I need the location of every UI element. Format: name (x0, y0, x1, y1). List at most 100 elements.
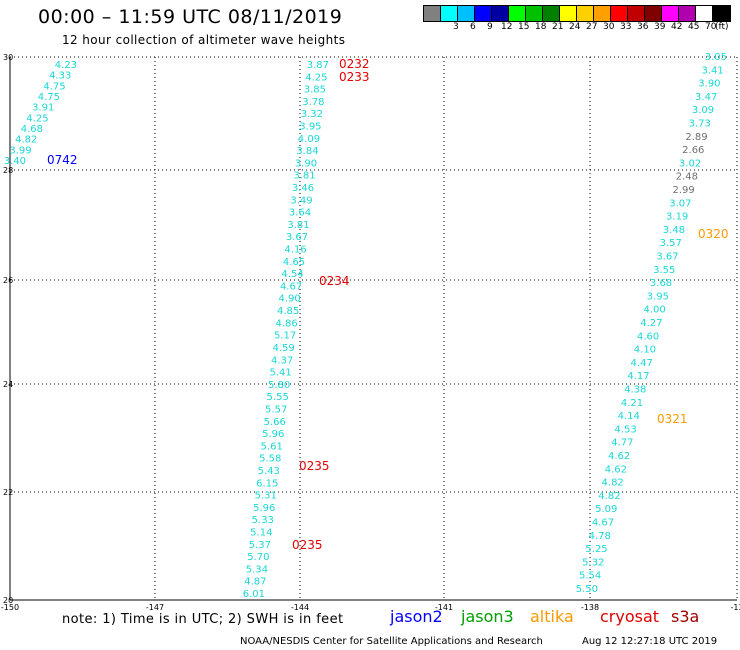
satellite-name-jason2: jason2 (390, 607, 443, 626)
wave-height-value: 4.54 (281, 269, 303, 280)
wave-height-value: 4.33 (49, 71, 71, 82)
wave-height-value: 4.62 (605, 464, 627, 475)
legend-value-label: 42 (671, 22, 683, 32)
footer-note: note: 1) Time is in UTC; 2) SWH is in fe… (62, 612, 344, 627)
pass-time-label: 0320 (698, 227, 729, 241)
wave-height-value: 3.99 (9, 145, 31, 156)
legend-unit: (ft) (715, 22, 729, 32)
legend-swatch (424, 6, 441, 21)
wave-height-value: 5.55 (267, 392, 289, 403)
legend-value-label: 21 (552, 22, 564, 32)
legend-swatch (458, 6, 475, 21)
wave-height-value: 3.67 (656, 252, 678, 263)
legend-swatch (611, 6, 628, 21)
wave-height-value: 4.17 (627, 371, 649, 382)
wave-height-value: 5.25 (585, 544, 607, 555)
page-title: 00:00 – 11:59 UTC 08/11/2019 (38, 6, 343, 28)
wave-height-value: 4.53 (614, 424, 636, 435)
axis-labels: -150 -147 -144 -141 -138 -13 20 22 24 26 28 30 (1, 53, 740, 612)
wave-height-value: 2.66 (682, 145, 704, 156)
footer-credit: NOAA/NESDIS Center for Satellite Applica… (240, 636, 543, 647)
wave-height-value: 4.23 (55, 60, 77, 71)
legend-value-label: 45 (688, 22, 700, 32)
wave-height-value: 4.68 (21, 124, 43, 135)
legend-swatch (645, 6, 662, 21)
legend-value-label: 12 (501, 22, 513, 32)
legend-swatch (475, 6, 492, 21)
wave-height-value: 6.15 (256, 478, 278, 489)
pass-time-label: 0232 (339, 57, 370, 71)
wave-height-value: 4.60 (637, 331, 659, 342)
latitude-tick-label: 30 (3, 53, 13, 62)
longitude-tick-label: -150 (1, 603, 19, 612)
wave-height-value: 4.25 (26, 113, 48, 124)
wave-height-value: 4.10 (634, 345, 656, 356)
wave-height-value: 5.96 (253, 503, 275, 514)
wave-height-value: 3.90 (295, 158, 317, 169)
legend-swatch (441, 6, 458, 21)
color-scale-labels: 3 6 9 12 15 18 21 24 27 30 33 36 39 42 45 70 (ft) (423, 22, 740, 34)
wave-height-value: 3.41 (702, 65, 724, 76)
pass-time-label: 0321 (657, 412, 688, 426)
satellite-name-cryosat: cryosat (600, 607, 660, 626)
wave-height-value: 4.82 (15, 135, 37, 146)
wave-height-value: 3.19 (666, 212, 688, 223)
longitude-tick-label: -141 (435, 603, 453, 612)
wave-height-value: 4.87 (244, 577, 266, 588)
wave-height-value: 3.85 (304, 85, 326, 96)
pass-time-label: 0235 (292, 538, 323, 552)
wave-height-value: 4.67 (280, 281, 302, 292)
legend-swatch (492, 6, 509, 21)
wave-height-value: 5.80 (268, 380, 290, 391)
altimeter-tracks: 4.234.334.754.753.914.254.684.823.993.40… (4, 52, 727, 600)
wave-height-value: 5.70 (247, 552, 269, 563)
wave-height-value: 3.91 (32, 103, 54, 114)
wave-height-value: 4.16 (284, 245, 306, 256)
legend-swatch (560, 6, 577, 21)
pass-time-label: 0742 (47, 153, 78, 167)
legend-value-label: 30 (603, 22, 615, 32)
wave-height-value: 3.73 (689, 119, 711, 130)
wave-height-value: 5.57 (265, 404, 287, 415)
wave-height-value: 3.09 (692, 105, 714, 116)
color-scale-legend (423, 5, 731, 22)
wave-height-value: 2.48 (676, 172, 698, 183)
wave-height-value: 3.48 (663, 225, 685, 236)
wave-height-value: 3.57 (660, 238, 682, 249)
wave-height-value: 4.85 (277, 306, 299, 317)
legend-swatch (662, 6, 679, 21)
wave-height-value: 3.40 (4, 156, 26, 167)
wave-height-value: 4.78 (589, 531, 611, 542)
longitude-tick-label: -138 (581, 603, 599, 612)
page-subtitle: 12 hour collection of altimeter wave hei… (62, 33, 346, 47)
legend-swatch (628, 6, 645, 21)
wave-height-value: 3.64 (289, 208, 311, 219)
wave-height-value: 4.21 (621, 398, 643, 409)
generation-timestamp: Aug 12 12:27:18 UTC 2019 (582, 636, 718, 647)
wave-height-value: 5.17 (274, 331, 296, 342)
wave-height-value: 3.95 (299, 122, 321, 133)
wave-height-value: 5.37 (249, 540, 271, 551)
legend-value-label: 39 (654, 22, 666, 32)
wave-height-value: 3.07 (669, 198, 691, 209)
latitude-tick-label: 22 (3, 488, 13, 497)
wave-height-value: 4.82 (602, 478, 624, 489)
wave-height-value: 5.09 (595, 504, 617, 515)
track-track-b: 3.874.25 3.853.783.32 3.954.093.843.90 3.81… (243, 60, 329, 600)
satellite-name-altika: altika (530, 607, 574, 626)
legend-value-label: 70 (705, 22, 717, 32)
wave-height-value: 3.05 (705, 52, 727, 63)
wave-height-value: 3.81 (293, 171, 315, 182)
wave-height-value: 4.67 (592, 518, 614, 529)
wave-height-value: 5.54 (579, 571, 601, 582)
wave-height-value: 5.96 (262, 429, 284, 440)
wave-height-value: 3.90 (698, 79, 720, 90)
pass-time-label: 0234 (319, 274, 350, 288)
legend-swatch (526, 6, 543, 21)
latitude-tick-label: 28 (3, 166, 13, 175)
wave-height-value: 4.90 (278, 294, 300, 305)
wave-height-value: 3.68 (650, 278, 672, 289)
legend-value-label: 36 (637, 22, 649, 32)
